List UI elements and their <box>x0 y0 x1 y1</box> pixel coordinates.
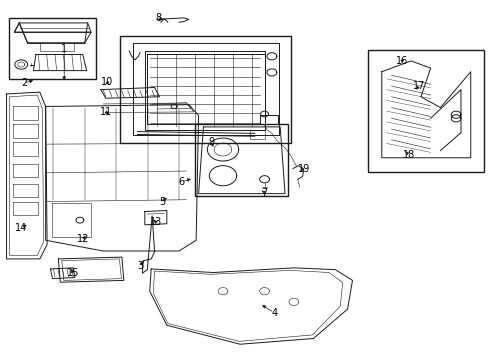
Bar <box>368 50 485 172</box>
Text: 6: 6 <box>178 177 185 187</box>
Text: 12: 12 <box>76 234 89 244</box>
Bar <box>121 36 292 143</box>
Text: 10: 10 <box>101 77 113 87</box>
Text: 4: 4 <box>271 308 277 318</box>
Text: 3: 3 <box>137 261 143 271</box>
Bar <box>195 125 288 196</box>
Text: 14: 14 <box>15 224 27 233</box>
Text: 16: 16 <box>396 56 409 66</box>
Text: 8: 8 <box>155 13 161 23</box>
Text: 2: 2 <box>21 78 27 88</box>
Text: 5: 5 <box>159 197 165 207</box>
Text: 18: 18 <box>403 150 415 160</box>
Text: 11: 11 <box>99 107 112 117</box>
Text: 7: 7 <box>262 188 268 198</box>
Text: 9: 9 <box>209 138 215 147</box>
Text: 1: 1 <box>61 44 67 54</box>
Text: 13: 13 <box>150 217 162 227</box>
Text: 19: 19 <box>297 163 310 174</box>
Bar <box>9 18 96 79</box>
Text: 15: 15 <box>67 268 79 278</box>
Text: 17: 17 <box>413 81 425 91</box>
